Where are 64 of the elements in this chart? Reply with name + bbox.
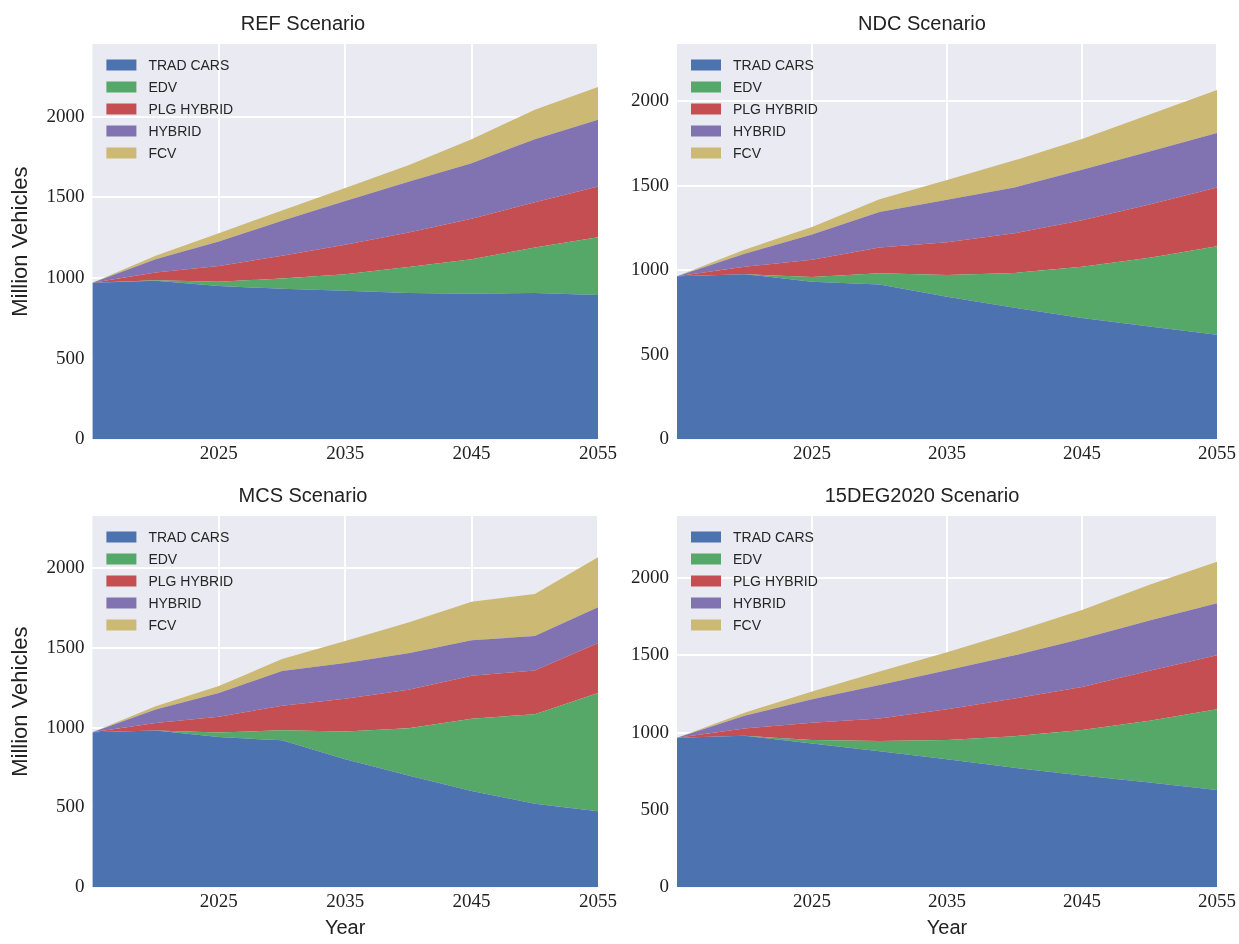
chart-title: NDC Scenario: [858, 11, 986, 34]
y-axis-title: Million Vehicles: [7, 166, 33, 317]
x-tick-label: 2025: [199, 441, 238, 463]
x-tick-label: 2035: [928, 441, 966, 463]
x-tick-label: 2055: [1198, 441, 1236, 463]
x-axis-title: Year: [926, 915, 968, 938]
y-tick-label: 1500: [46, 185, 85, 207]
legend-label: HYBRID: [148, 122, 202, 139]
x-tick-label: 2035: [326, 889, 365, 911]
y-tick-label: 1000: [631, 258, 669, 280]
y-tick-label: 0: [659, 427, 669, 449]
legend-label: PLG HYBRID: [733, 572, 818, 589]
legend-label: TRAD CARS: [148, 528, 230, 545]
y-tick-label: 2000: [46, 555, 85, 577]
y-tick-label: 0: [659, 875, 669, 897]
y-tick-label: 1500: [631, 173, 669, 195]
y-axis-title: Million Vehicles: [7, 626, 33, 777]
y-tick-label: 500: [55, 346, 85, 368]
x-tick-label: 2045: [452, 441, 491, 463]
x-tick-label: 2035: [326, 441, 365, 463]
y-tick-label: 1000: [46, 715, 85, 737]
legend-label: PLG HYBRID: [148, 100, 234, 117]
y-tick-label: 1000: [46, 265, 85, 287]
y-tick-label: 2000: [46, 104, 85, 126]
x-tick-label: 2055: [1198, 889, 1236, 911]
y-tick-label: 2000: [631, 89, 669, 111]
x-tick-label: 2035: [928, 889, 966, 911]
legend-label: TRAD CARS: [148, 56, 230, 73]
legend-label: FCV: [733, 144, 762, 161]
x-tick-label: 2025: [199, 889, 238, 911]
legend-label: EDV: [148, 78, 178, 95]
y-tick-label: 1000: [631, 720, 669, 742]
x-tick-label: 2025: [793, 441, 831, 463]
chart-title: REF Scenario: [240, 11, 366, 34]
legend-label: EDV: [148, 550, 178, 567]
x-tick-label: 2055: [579, 441, 617, 463]
legend-label: PLG HYBRID: [733, 100, 818, 117]
legend-label: TRAD CARS: [733, 56, 814, 73]
legend-label: FCV: [733, 616, 762, 633]
y-tick-label: 0: [74, 875, 85, 897]
y-tick-label: 2000: [631, 565, 669, 587]
legend-label: PLG HYBRID: [148, 572, 234, 589]
y-tick-label: 0: [74, 427, 85, 449]
x-axis-title: Year: [324, 915, 366, 938]
y-tick-label: 500: [640, 797, 669, 819]
y-tick-label: 1500: [46, 635, 85, 657]
x-tick-label: 2025: [793, 889, 831, 911]
x-tick-label: 2045: [1063, 441, 1101, 463]
legend-label: EDV: [733, 78, 763, 95]
legend-label: TRAD CARS: [733, 528, 814, 545]
legend-label: FCV: [148, 144, 178, 161]
x-tick-label: 2045: [452, 889, 491, 911]
legend-label: HYBRID: [733, 594, 786, 611]
y-tick-label: 500: [55, 795, 85, 817]
y-tick-label: 1500: [631, 643, 669, 665]
legend-label: EDV: [733, 550, 763, 567]
legend-label: HYBRID: [148, 594, 202, 611]
x-tick-label: 2055: [579, 889, 617, 911]
legend-label: HYBRID: [733, 122, 786, 139]
y-tick-label: 500: [640, 342, 669, 364]
chart-title: 15DEG2020 Scenario: [824, 483, 1020, 506]
chart-title: MCS Scenario: [238, 483, 368, 506]
x-tick-label: 2045: [1063, 889, 1101, 911]
legend-label: FCV: [148, 616, 178, 633]
